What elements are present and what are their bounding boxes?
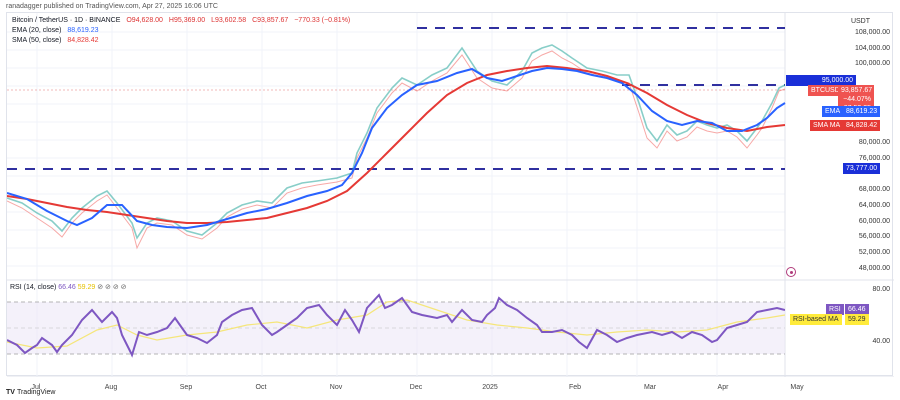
rsi-ma-tag: RSI-based MA	[790, 314, 842, 325]
rsi-legend: RSI (14, close) 66.46 59.29 ⊘ ⊘ ⊘ ⊘	[10, 283, 127, 291]
tv-logo-icon: TV	[6, 389, 15, 396]
axis-tick: 80,000.00	[858, 139, 890, 146]
axis-tick: 104,000.00	[854, 45, 890, 52]
rsi-label: RSI (14, close)	[10, 284, 57, 291]
rsi-tick: 40.00	[872, 338, 890, 345]
ema-tag: EMA	[822, 106, 844, 117]
chart-legend: Bitcoin / TetherUS · 1D · BINANCE O94,62…	[12, 16, 354, 46]
low-value: L93,602.58	[211, 17, 247, 24]
rsi-ma-value-tag: 59.29	[845, 314, 869, 325]
month-label: Nov	[329, 384, 343, 391]
support-tag: 73,777.00	[843, 163, 881, 174]
axis-tick: 68,000.00	[858, 186, 890, 193]
sma-value: 84,828.42	[67, 37, 99, 44]
chart-frame[interactable]	[6, 12, 894, 377]
axis-tick: 60,000.00	[858, 218, 890, 225]
rsi-value-tag: 66.46	[845, 304, 869, 315]
month-label: May	[790, 384, 804, 391]
change-tag: −44.07%	[838, 94, 874, 105]
currency-label: USDT	[850, 18, 870, 25]
axis-tick: 56,000.00	[858, 233, 890, 240]
axis-tick: 76,000.00	[858, 155, 890, 162]
symbol-title: Bitcoin / TetherUS · 1D · BINANCE	[12, 17, 121, 24]
sma-tag: SMA MA	[810, 120, 844, 131]
axis-tick: 100,000.00	[854, 60, 890, 67]
axis-tick: 64,000.00	[858, 202, 890, 209]
month-label: 2025	[482, 384, 498, 391]
rsi-tick: 80.00	[872, 286, 890, 293]
rsi-ma-value: 59.29	[77, 284, 96, 291]
month-label: Apr	[717, 384, 729, 391]
sma-label: SMA (50, close)	[12, 37, 62, 44]
ema-value: 88,619.23	[67, 27, 99, 34]
attribution: ranadagger published on TradingView.com,…	[6, 3, 218, 10]
month-label: Feb	[568, 384, 582, 391]
target-icon[interactable]	[786, 267, 796, 277]
ema-value-tag: 88,619.23	[843, 106, 881, 117]
tradingview-logo: TV TradingView	[6, 389, 56, 396]
last-price-tag: 93,857.67	[838, 85, 874, 96]
rsi-value: 66.46	[58, 284, 76, 291]
rsi-extra-icons: ⊘ ⊘ ⊘ ⊘	[97, 284, 127, 291]
symbol-tag: BTCUSDT	[808, 85, 848, 96]
axis-tick: 108,000.00	[854, 29, 890, 36]
month-label: Mar	[643, 384, 657, 391]
rsi-tag: RSI	[826, 304, 844, 315]
rsi-pane[interactable]	[7, 280, 785, 380]
month-label: Sep	[179, 384, 193, 391]
sma-value-tag: 84,828.42	[843, 120, 881, 131]
month-label: Jul	[31, 384, 41, 391]
change-value: −770.33 (−0.81%)	[294, 17, 351, 24]
month-label: Dec	[409, 384, 423, 391]
high-value: H95,369.00	[168, 17, 206, 24]
open-value: O94,628.00	[126, 17, 163, 24]
month-label: Aug	[104, 384, 118, 391]
month-label: Oct	[255, 384, 267, 391]
ema-label: EMA (20, close)	[12, 27, 62, 34]
axis-tick: 48,000.00	[858, 265, 890, 272]
close-value: C93,857.67	[252, 17, 289, 24]
axis-tick: 52,000.00	[858, 249, 890, 256]
resistance-tag: 95,000.00	[786, 75, 856, 86]
